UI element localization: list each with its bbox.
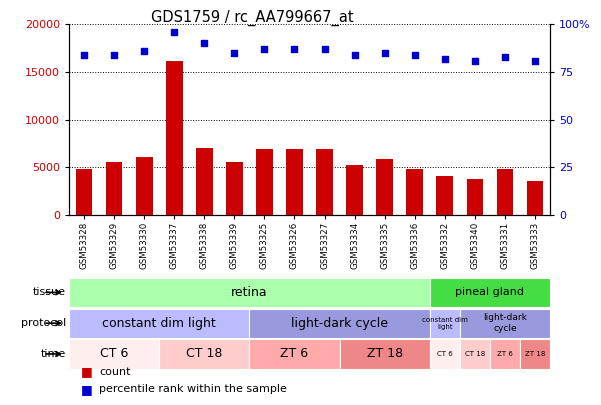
Bar (226, 162, 243, 215)
Text: light-dark cycle: light-dark cycle (291, 317, 388, 330)
Bar (496, 169, 513, 215)
Text: CT 18: CT 18 (186, 347, 222, 360)
Point (109, 51, 119, 58)
Text: ■: ■ (81, 365, 93, 378)
Text: CT 6: CT 6 (437, 351, 453, 357)
Point (79, 51, 89, 58)
Point (169, 29, 179, 35)
Text: CT 6: CT 6 (100, 347, 129, 360)
Bar (340, 339, 430, 369)
Bar (196, 148, 213, 215)
Bar (159, 339, 249, 369)
Point (290, 46, 299, 52)
Bar (136, 157, 153, 215)
Text: CT 18: CT 18 (465, 351, 485, 357)
Point (410, 51, 419, 58)
Bar (430, 339, 460, 369)
Text: protocol: protocol (21, 318, 66, 328)
Text: retina: retina (231, 286, 267, 299)
Text: percentile rank within the sample: percentile rank within the sample (99, 384, 287, 394)
Text: light-dark
cycle: light-dark cycle (483, 313, 527, 333)
Point (440, 55, 450, 62)
Bar (69, 278, 430, 307)
Bar (166, 60, 183, 215)
Bar (490, 339, 520, 369)
Point (530, 57, 540, 64)
Point (200, 40, 209, 47)
Bar (520, 339, 550, 369)
Point (320, 46, 329, 52)
Bar (460, 339, 490, 369)
Bar (249, 339, 340, 369)
Text: ZT 18: ZT 18 (525, 351, 545, 357)
Bar (256, 149, 273, 215)
Bar (430, 278, 550, 307)
Bar (436, 176, 453, 215)
Bar (430, 309, 460, 338)
Point (260, 46, 269, 52)
Bar (406, 169, 423, 215)
Point (380, 50, 389, 56)
Bar (346, 164, 363, 215)
Text: constant dim
light: constant dim light (422, 317, 468, 330)
Bar (316, 149, 333, 215)
Text: ZT 6: ZT 6 (281, 347, 308, 360)
Bar (466, 179, 483, 215)
Text: constant dim light: constant dim light (102, 317, 216, 330)
Text: ■: ■ (81, 383, 93, 396)
Text: GDS1759 / rc_AA799667_at: GDS1759 / rc_AA799667_at (151, 10, 354, 26)
Text: tissue: tissue (33, 288, 66, 297)
Bar (76, 169, 93, 215)
Point (500, 53, 510, 60)
Bar (526, 181, 543, 215)
Bar (286, 149, 303, 215)
Point (139, 48, 149, 54)
Text: count: count (99, 367, 130, 377)
Text: ZT 18: ZT 18 (367, 347, 403, 360)
Bar (106, 162, 123, 215)
Bar (460, 309, 550, 338)
Point (350, 51, 359, 58)
Text: time: time (41, 349, 66, 359)
Point (230, 50, 239, 56)
Text: ZT 6: ZT 6 (497, 351, 513, 357)
Bar (69, 339, 159, 369)
Point (470, 57, 480, 64)
Bar (376, 159, 393, 215)
Text: pineal gland: pineal gland (456, 288, 524, 297)
Bar (249, 309, 430, 338)
Bar (69, 309, 249, 338)
